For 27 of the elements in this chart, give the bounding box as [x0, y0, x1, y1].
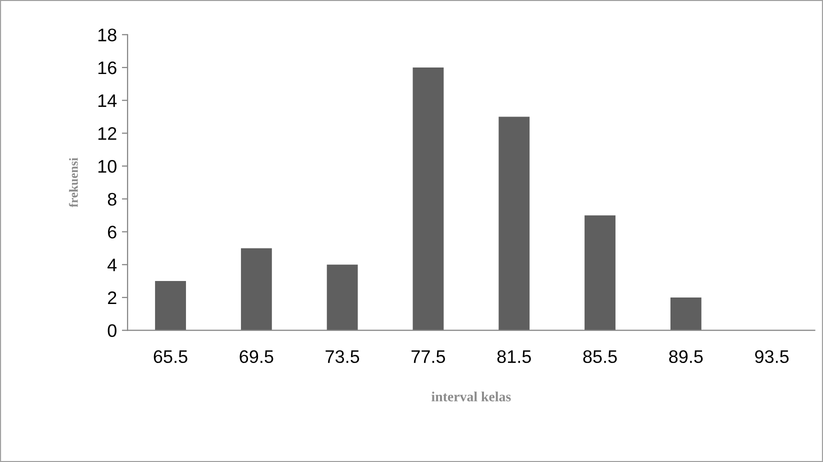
x-tick-label: 89.5: [669, 350, 703, 364]
bar: [498, 116, 530, 330]
bar: [326, 264, 358, 330]
x-tick-label: 69.5: [240, 350, 274, 364]
x-tick-label: 77.5: [412, 350, 446, 364]
y-tick-label: 12: [98, 127, 116, 140]
y-tick-label: 0: [108, 324, 116, 338]
y-tick-label: 4: [108, 258, 117, 272]
x-tick-label: 73.5: [326, 350, 360, 364]
y-tick-label: 2: [108, 291, 116, 304]
x-axis-title: interval kelas: [432, 392, 511, 402]
x-tick-label: 81.5: [497, 350, 531, 364]
y-tick-label: 18: [98, 28, 116, 42]
bar: [670, 297, 702, 330]
y-tick-label: 10: [98, 160, 116, 173]
x-tick-label: 65.5: [154, 350, 188, 364]
x-tick-label: 93.5: [755, 350, 789, 364]
bar: [155, 281, 186, 330]
y-tick-label: 8: [108, 192, 116, 206]
y-tick-label: 16: [98, 61, 116, 74]
bar: [240, 248, 272, 330]
x-tick-label: 85.5: [583, 350, 617, 364]
y-tick-label: 14: [98, 94, 117, 107]
y-axis-title: frekuensi: [68, 158, 78, 208]
y-tick-label: 6: [108, 226, 116, 238]
bar: [584, 215, 616, 330]
bar: [412, 68, 444, 330]
